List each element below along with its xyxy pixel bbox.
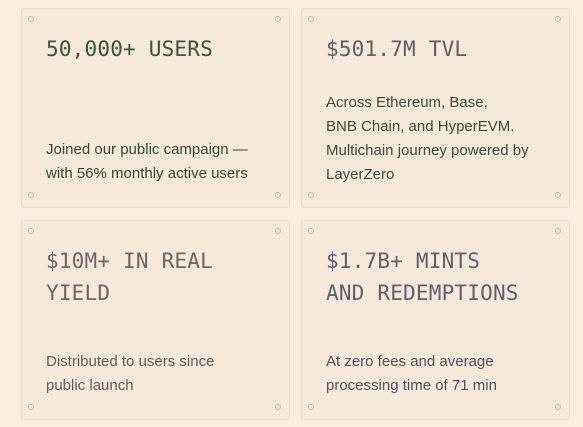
stat-headline: 50,000+ USERS [46, 37, 213, 61]
corner-dot-icon [28, 192, 34, 198]
stat-description: Distributed to users since public launch [46, 353, 215, 394]
corner-dot-icon [275, 192, 281, 198]
stat-card-mints: $1.7B+ MINTS AND REDEMPTIONS At zero fee… [301, 220, 570, 420]
stat-card-users: 50,000+ USERS Joined our public campaign… [21, 8, 290, 208]
corner-dot-icon [308, 404, 314, 410]
corner-dot-icon [308, 16, 314, 22]
stat-card-yield: $10M+ IN REAL YIELD Distributed to users… [21, 220, 290, 420]
stat-description: Joined our public campaign — with 56% mo… [46, 141, 248, 182]
corner-dot-icon [555, 192, 561, 198]
corner-dot-icon [275, 16, 281, 22]
corner-dot-icon [555, 16, 561, 22]
corner-dot-icon [28, 16, 34, 22]
stat-description: Across Ethereum, Base, BNB Chain, and Hy… [326, 94, 529, 183]
stat-headline: $10M+ IN REAL YIELD [46, 249, 213, 305]
corner-dot-icon [275, 228, 281, 234]
corner-dot-icon [555, 404, 561, 410]
corner-dot-icon [308, 228, 314, 234]
stat-card-tvl: $501.7M TVL Across Ethereum, Base, BNB C… [301, 8, 570, 208]
corner-dot-icon [275, 404, 281, 410]
stat-description: At zero fees and average processing time… [326, 353, 497, 394]
stat-headline: $1.7B+ MINTS AND REDEMPTIONS [326, 249, 519, 305]
corner-dot-icon [555, 228, 561, 234]
corner-dot-icon [308, 192, 314, 198]
stat-headline: $501.7M TVL [326, 37, 468, 61]
corner-dot-icon [28, 228, 34, 234]
corner-dot-icon [28, 404, 34, 410]
